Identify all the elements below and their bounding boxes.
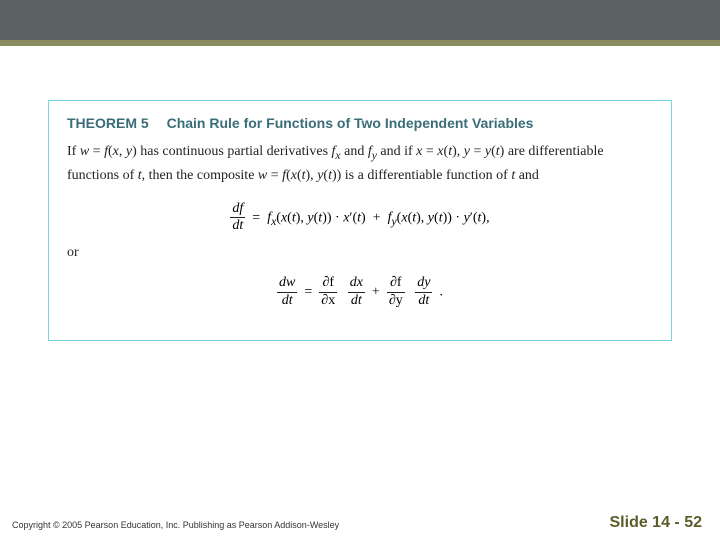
eq1-lhs-fraction: df dt: [230, 201, 245, 236]
eq2-t3-num: ∂f: [390, 275, 402, 290]
eq2-t3-fraction: ∂f ∂y: [387, 275, 405, 310]
eq2-t1-den: ∂x: [321, 293, 335, 308]
theorem-box: THEOREM 5 Chain Rule for Functions of Tw…: [48, 100, 672, 341]
eq2-t2-fraction: dx dt: [348, 275, 365, 310]
eq2-t4-den: dt: [418, 293, 429, 308]
theorem-label: THEOREM 5: [67, 115, 149, 131]
theorem-heading: THEOREM 5 Chain Rule for Functions of Tw…: [67, 115, 653, 131]
eq2-t2-num: dx: [350, 275, 363, 290]
eq2-t4-num: dy: [417, 275, 430, 290]
eq1-lhs-num: df: [232, 201, 243, 216]
slide-root: THEOREM 5 Chain Rule for Functions of Tw…: [0, 0, 720, 540]
equation-1: df dt = fx(x(t), y(t)) · x′(t) + fy(x(t)…: [67, 201, 653, 236]
eq2-t1-fraction: ∂f ∂x: [319, 275, 337, 310]
theorem-title-text: Chain Rule for Functions of Two Independ…: [167, 115, 534, 131]
eq1-lhs-den: dt: [232, 218, 243, 233]
eq2-lhs-num: dw: [279, 275, 295, 290]
top-bar-olive-strip: [0, 40, 720, 46]
eq2-t1-num: ∂f: [322, 275, 334, 290]
eq2-t4-fraction: dy dt: [415, 275, 432, 310]
theorem-body: If w = f(x, y) has continuous partial de…: [67, 141, 653, 187]
slide-number: Slide 14 - 52: [610, 514, 703, 532]
eq2-lhs-fraction: dw dt: [277, 275, 297, 310]
copyright-text: Copyright © 2005 Pearson Education, Inc.…: [12, 520, 339, 530]
top-bar: [0, 0, 720, 46]
eq2-lhs-den: dt: [282, 293, 293, 308]
eq2-t2-den: dt: [351, 293, 362, 308]
eq2-t3-den: ∂y: [389, 293, 403, 308]
top-bar-dark-strip: [0, 0, 720, 40]
equation-2: dw dt = ∂f ∂x dx dt + ∂f ∂y dy dt: [67, 275, 653, 310]
or-text: or: [67, 245, 653, 261]
